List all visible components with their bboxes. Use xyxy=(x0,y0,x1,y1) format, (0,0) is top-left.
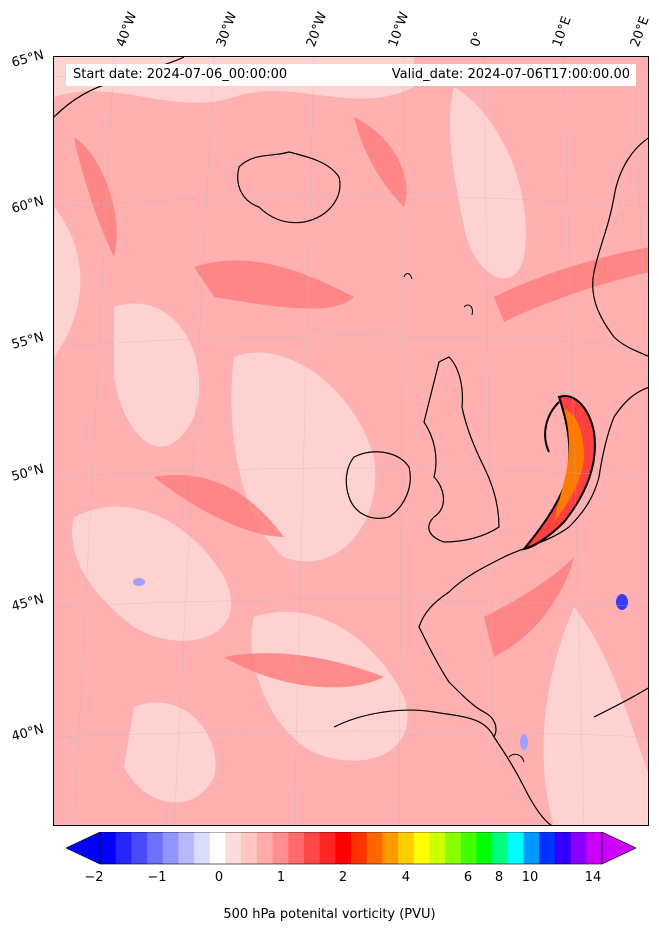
colorbar-cell xyxy=(382,832,399,864)
lat-tick-label: 45°N xyxy=(10,591,46,615)
colorbar-cell xyxy=(586,832,603,864)
coastlines xyxy=(54,57,648,825)
colorbar-cell xyxy=(209,832,226,864)
continent-coast xyxy=(418,387,648,738)
lon-tick-label: 20°E xyxy=(627,14,653,50)
colorbar-tick-label: −2 xyxy=(84,870,104,885)
pv-negative-blob xyxy=(616,594,628,610)
colorbar-cells xyxy=(100,832,603,864)
pv-negative-blob xyxy=(133,578,145,586)
colorbar-cell xyxy=(115,832,132,864)
colorbar-cell xyxy=(445,832,462,864)
colorbar-tick-label: 8 xyxy=(494,870,504,885)
pv-negative-blob xyxy=(520,734,528,750)
colorbar-cell xyxy=(100,832,117,864)
colorbar-tick-label: 6 xyxy=(463,870,473,885)
lon-tick-label: 40°W xyxy=(113,10,141,49)
colorbar-cell xyxy=(225,832,242,864)
colorbar-cell xyxy=(460,832,477,864)
lat-tick-label: 50°N xyxy=(10,461,46,485)
lat-tick-label: 60°N xyxy=(10,193,46,217)
colorbar-cell xyxy=(366,832,383,864)
colorbar-cell xyxy=(194,832,211,864)
lon-tick-label: 10°W xyxy=(385,10,413,49)
colorbar-title: 500 hPa potenital vorticity (PVU) xyxy=(223,907,436,922)
colorbar-tick-label: 1 xyxy=(276,870,286,885)
colorbar-cell xyxy=(178,832,195,864)
colorbar-cell xyxy=(507,832,525,864)
colorbar-cell xyxy=(554,832,572,864)
colorbar-cell xyxy=(476,832,493,864)
colorbar-tick-label: 14 xyxy=(584,870,602,885)
ireland-coast xyxy=(345,451,411,519)
colorbar-tick-label: 0 xyxy=(214,870,224,885)
colorbar-tick-label: 4 xyxy=(401,870,411,885)
colorbar-cell xyxy=(256,832,274,864)
colorbar-tick-label: 10 xyxy=(521,870,539,885)
colorbar-cell xyxy=(272,832,289,864)
date-header: Start date: 2024-07-06_00:00:00 Valid_da… xyxy=(66,64,636,86)
iceland-coast xyxy=(237,151,341,224)
lon-tick-label: 20°W xyxy=(303,10,331,49)
valid-date-text: Valid_date: 2024-07-06T17:00:00.00 xyxy=(391,67,630,82)
colorbar-cell xyxy=(147,832,164,864)
lat-tick-label: 55°N xyxy=(10,329,46,353)
colorbar-cell xyxy=(570,832,587,864)
colorbar-cell xyxy=(319,832,336,864)
pv-high-bands xyxy=(74,117,648,688)
colorbar xyxy=(66,832,636,865)
pv-streamer xyxy=(521,395,596,551)
colorbar-cell xyxy=(241,832,258,864)
scandinavia-coast xyxy=(592,137,648,357)
colorbar-cell xyxy=(131,832,148,864)
start-date-text: Start date: 2024-07-06_00:00:00 xyxy=(73,67,288,82)
lon-tick-label: 0° xyxy=(467,29,488,49)
colorbar-cell xyxy=(492,832,509,864)
colorbar-cell xyxy=(539,832,556,864)
colorbar-cell xyxy=(398,832,415,864)
lat-tick-label: 40°N xyxy=(10,721,46,745)
colorbar-cell xyxy=(335,832,352,864)
colorbar-cell xyxy=(429,832,446,864)
lat-tick-label: 65°N xyxy=(10,47,46,71)
colorbar-cell xyxy=(303,832,321,864)
colorbar-cell xyxy=(162,832,179,864)
colorbar-over-arrow xyxy=(601,832,636,865)
islands xyxy=(403,273,525,763)
colorbar-tick-label: 2 xyxy=(338,870,348,885)
lon-tick-label: 30°W xyxy=(213,10,241,49)
pv-low-patches xyxy=(54,57,648,825)
map-panel xyxy=(53,56,649,826)
colorbar-under-arrow xyxy=(66,832,101,865)
colorbar-tick-label: −1 xyxy=(147,870,167,885)
colorbar-cell xyxy=(288,832,305,864)
pv-field-map xyxy=(54,57,648,825)
colorbar-cell xyxy=(523,832,540,864)
lon-tick-label: 10°E xyxy=(549,14,575,50)
great-britain-coast xyxy=(423,356,500,543)
iberia-coast xyxy=(333,709,552,825)
colorbar-frame xyxy=(99,832,603,865)
colorbar-cell xyxy=(351,832,368,864)
colorbar-cell xyxy=(413,832,430,864)
